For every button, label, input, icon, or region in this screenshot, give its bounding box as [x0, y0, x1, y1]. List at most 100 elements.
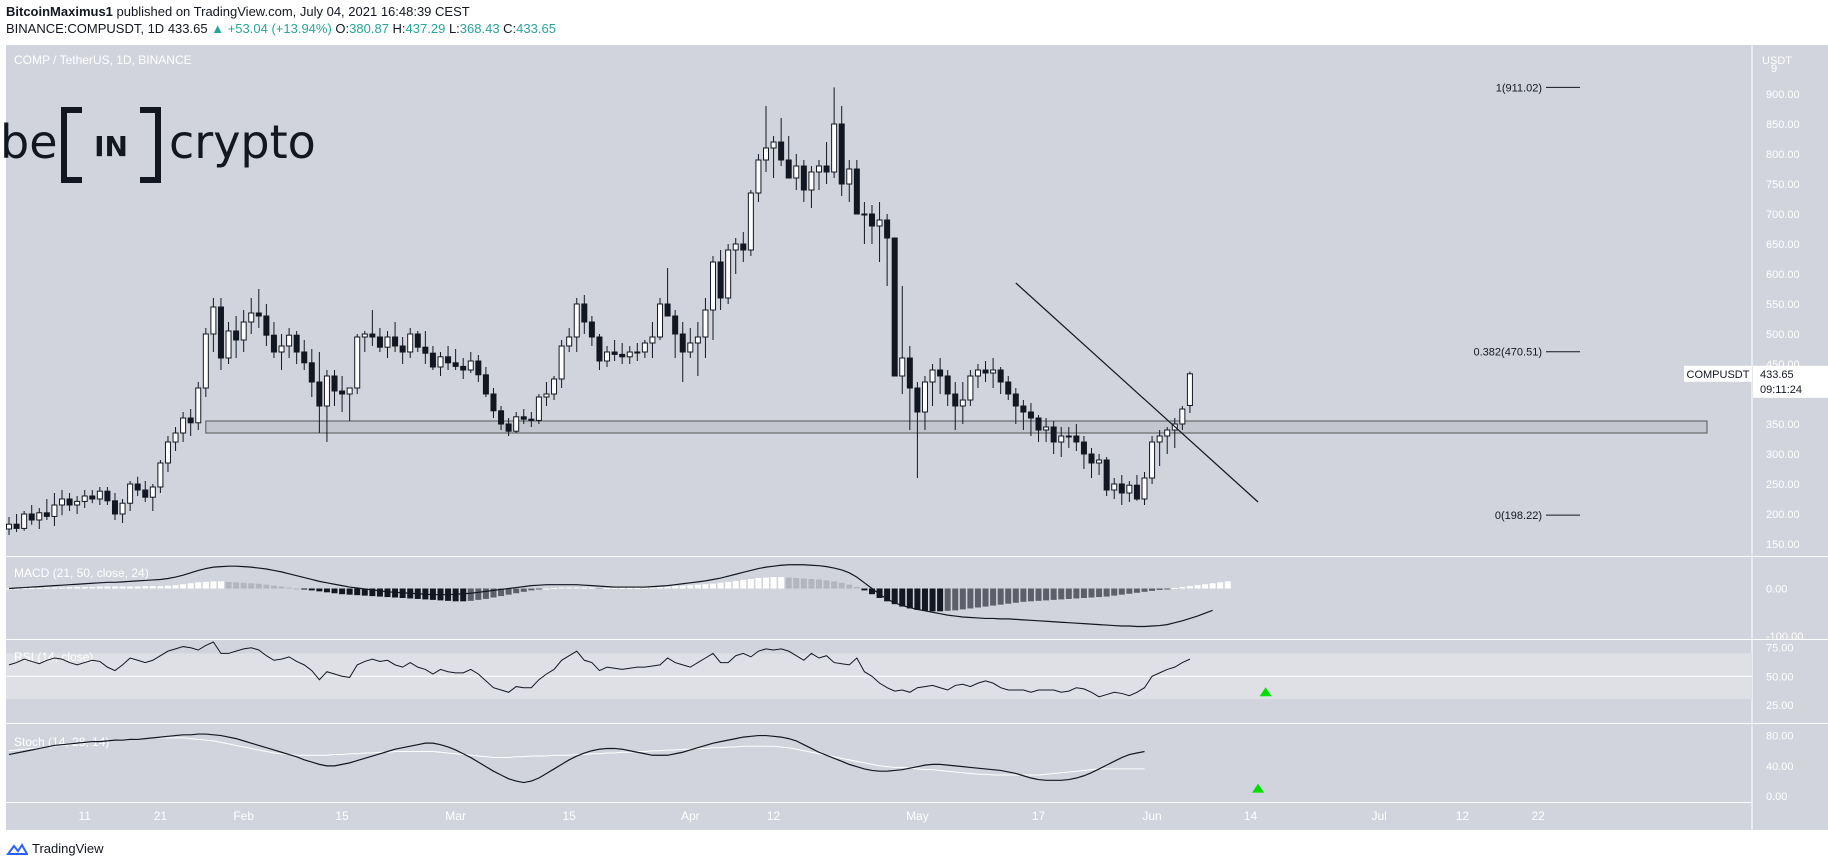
- price-badge-countdown: 09:11:24: [1760, 384, 1802, 396]
- candle-down: [944, 375, 951, 395]
- candle-down: [952, 393, 959, 407]
- macd-histogram-bar: [134, 586, 141, 589]
- macd-histogram-bar: [36, 588, 43, 590]
- candle-down: [376, 336, 383, 348]
- candle-down: [414, 333, 421, 348]
- candle-down: [475, 360, 482, 376]
- candle-up: [210, 306, 217, 335]
- candle-down: [1133, 484, 1140, 500]
- price-tick-label: 900.00: [1766, 89, 1800, 101]
- close-value: 433.65: [516, 21, 556, 36]
- candle-down: [399, 345, 406, 353]
- candle-up: [6, 523, 12, 530]
- price-axis-bg[interactable]: [1752, 45, 1828, 830]
- published-text: published on TradingView.com, July 04, 2…: [116, 4, 470, 19]
- candle-up: [831, 123, 838, 173]
- macd-histogram-bar: [248, 583, 255, 589]
- price-badge: [1753, 365, 1828, 398]
- price-tick-label: 300.00: [1766, 449, 1800, 461]
- macd-histogram-bar: [891, 588, 898, 605]
- time-tick-label: 15: [563, 809, 577, 823]
- macd-histogram-bar: [278, 586, 285, 589]
- candle-up: [513, 416, 520, 432]
- macd-histogram-bar: [1088, 588, 1095, 598]
- macd-histogram-bar: [104, 586, 111, 589]
- open-value: 380.87: [349, 21, 389, 36]
- macd-histogram-bar: [195, 582, 202, 589]
- candle-up: [354, 336, 361, 389]
- stoch-tick-label: 0.00: [1766, 791, 1787, 803]
- macd-histogram-bar: [528, 588, 535, 591]
- macd-histogram-bar: [233, 582, 240, 589]
- macd-histogram-bar: [551, 588, 558, 590]
- price-axis-unit: USDT: [1762, 55, 1792, 67]
- macd-histogram-bar: [58, 587, 65, 589]
- candle-up: [687, 342, 694, 353]
- candle-up: [861, 213, 868, 216]
- candle-up: [1156, 435, 1163, 443]
- macd-histogram-bar: [1209, 583, 1216, 589]
- macd-histogram-bar: [13, 588, 20, 590]
- candle-up: [361, 333, 368, 338]
- macd-histogram-bar: [982, 588, 989, 607]
- macd-histogram-bar: [535, 588, 542, 590]
- candle-up: [467, 360, 474, 371]
- macd-histogram-bar: [694, 584, 701, 589]
- macd-histogram-bar: [815, 579, 822, 589]
- macd-histogram-bar: [573, 587, 580, 589]
- candle-up: [725, 249, 732, 299]
- macd-histogram-bar: [452, 588, 459, 602]
- macd-label: MACD (21, 50, close, 24): [14, 566, 149, 580]
- macd-histogram-bar: [1217, 582, 1224, 589]
- candle-up: [929, 369, 936, 383]
- price-badge-value: 433.65: [1760, 369, 1794, 381]
- macd-histogram-bar: [732, 580, 739, 589]
- macd-histogram-bar: [119, 586, 126, 589]
- candle-up: [535, 396, 542, 421]
- author-name[interactable]: BitcoinMaximus1: [6, 4, 113, 19]
- candle-down: [581, 303, 588, 323]
- candle-up: [876, 219, 883, 227]
- candle-up: [407, 333, 414, 353]
- symbol-line: BINANCE:COMPUSDT, 1D: [6, 21, 165, 36]
- macd-histogram-bar: [808, 579, 815, 589]
- candle-up: [157, 462, 164, 488]
- candle-up: [551, 378, 558, 395]
- candle-down: [339, 390, 346, 395]
- candle-up: [36, 512, 43, 521]
- macd-histogram-bar: [725, 581, 732, 589]
- macd-histogram-bar: [180, 584, 187, 589]
- fib-level-label: 0(198.22): [1495, 510, 1542, 522]
- candle-down: [884, 219, 891, 239]
- candle-down: [785, 159, 792, 179]
- candle-down: [823, 165, 830, 173]
- support-zone: [205, 420, 1708, 434]
- macd-histogram-bar: [308, 588, 315, 591]
- macd-histogram-bar: [210, 581, 217, 589]
- macd-histogram-bar: [868, 588, 875, 595]
- macd-histogram-bar: [384, 588, 391, 598]
- time-tick-label: 12: [767, 809, 781, 823]
- time-tick-label: Jun: [1142, 809, 1161, 823]
- time-tick-label: 14: [1244, 809, 1258, 823]
- candle-up: [967, 375, 974, 401]
- candle-down: [316, 381, 323, 407]
- candle-down: [868, 213, 875, 227]
- tradingview-logo[interactable]: TradingView: [6, 841, 104, 856]
- macd-histogram-bar: [225, 581, 232, 589]
- candle-down: [422, 346, 429, 354]
- macd-histogram-bar: [498, 588, 505, 597]
- candle-down: [672, 315, 679, 335]
- candle-down: [596, 336, 603, 362]
- price-tick-label: 700.00: [1766, 209, 1800, 221]
- macd-histogram-bar: [952, 588, 959, 611]
- price-tick-label: 500.00: [1766, 329, 1800, 341]
- price-tick-label: 650.00: [1766, 239, 1800, 251]
- candle-down: [838, 123, 845, 185]
- stoch-tick-label: 80.00: [1766, 731, 1794, 743]
- macd-histogram-bar: [649, 587, 656, 589]
- candle-up: [248, 312, 255, 323]
- macd-histogram-bar: [611, 588, 618, 590]
- candle-down: [498, 410, 505, 425]
